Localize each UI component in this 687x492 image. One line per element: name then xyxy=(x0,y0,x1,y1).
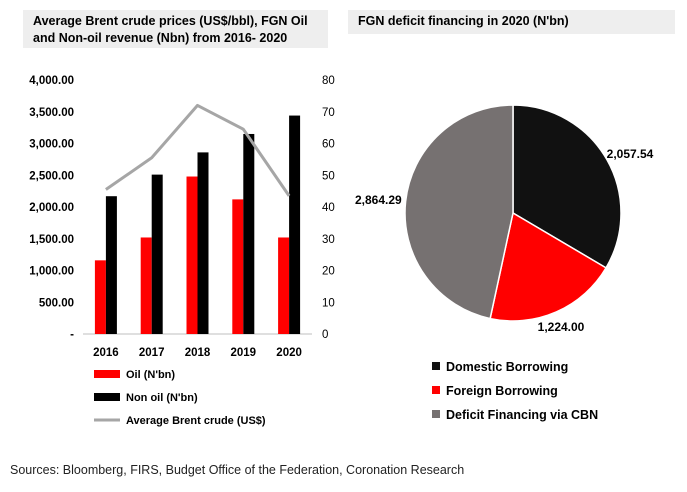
left-chart-title: Average Brent crude prices (US$/bbl), FG… xyxy=(23,10,328,48)
y-tick-label: 2,000.00 xyxy=(29,202,74,214)
pie-legend-label: Deficit Financing via CBN xyxy=(446,408,598,422)
bar-chart: - 500.00 1,000.00 1,500.00 2,000.00 2,500.00 3… xyxy=(29,75,335,427)
pie-legend-label: Foreign Borrowing xyxy=(446,384,558,398)
y-tick-label: 4,000.00 xyxy=(29,75,74,87)
right-chart-title: FGN deficit financing in 2020 (N'bn) xyxy=(348,10,675,34)
y2-tick-label: 80 xyxy=(322,75,335,87)
y-tick-label: 3,000.00 xyxy=(29,139,74,151)
y-tick-label: 1,500.00 xyxy=(29,234,74,246)
pie-value-label: 1,224.00 xyxy=(538,320,585,334)
x-tick-label: 2020 xyxy=(276,347,302,359)
bar-oil xyxy=(186,176,198,334)
y-tick-label: 500.00 xyxy=(39,297,74,309)
y2-tick-label: 0 xyxy=(322,329,328,341)
y-tick-label: - xyxy=(70,329,74,341)
bar-non-oil xyxy=(105,196,117,334)
y-tick-label: 1,000.00 xyxy=(29,266,74,278)
pie-legend-label: Domestic Borrowing xyxy=(446,360,568,374)
pie-legend-swatch xyxy=(432,386,440,394)
y2-tick-label: 40 xyxy=(322,202,335,214)
bar-non-oil xyxy=(197,152,209,334)
legend-swatch xyxy=(94,370,120,378)
y2-tick-label: 30 xyxy=(322,234,335,246)
pie-chart: 2,057.54 1,224.00 2,864.29 Domestic Borrowi… xyxy=(355,104,654,422)
pie-value-label: 2,864.29 xyxy=(355,193,402,207)
x-tick-label: 2016 xyxy=(93,347,119,359)
pie-legend-swatch xyxy=(432,362,440,370)
pie-slice xyxy=(512,104,622,269)
bar-non-oil xyxy=(289,115,301,334)
bar-non-oil xyxy=(151,174,163,334)
y2-tick-label: 50 xyxy=(322,170,335,182)
x-tick-label: 2019 xyxy=(231,347,257,359)
x-tick-label: 2017 xyxy=(139,347,165,359)
pie-slice xyxy=(489,211,608,322)
y-tick-label: 2,500.00 xyxy=(29,170,74,182)
y2-tick-label: 10 xyxy=(322,297,335,309)
y-tick-label: 3,500.00 xyxy=(29,107,74,119)
y2-tick-label: 70 xyxy=(322,107,335,119)
line-brent xyxy=(105,103,291,197)
legend-label: Average Brent crude (US$) xyxy=(126,415,266,427)
y2-tick-label: 20 xyxy=(322,266,335,278)
source-note: Sources: Bloomberg, FIRS, Budget Office … xyxy=(10,463,465,477)
bar-oil xyxy=(140,237,152,334)
legend-swatch xyxy=(94,393,120,401)
pie-slice xyxy=(404,104,514,320)
bar-oil xyxy=(232,199,244,334)
legend-label: Non oil (N'bn) xyxy=(126,392,198,404)
pie-legend-swatch xyxy=(432,410,440,418)
y2-tick-label: 60 xyxy=(322,139,335,151)
legend-label: Oil (N'bn) xyxy=(126,369,175,381)
charts-canvas: - 500.00 1,000.00 1,500.00 2,000.00 2,500.00 3… xyxy=(29,75,654,427)
bar-oil xyxy=(94,260,106,334)
pie-value-label: 2,057.54 xyxy=(607,147,654,161)
x-tick-label: 2018 xyxy=(185,347,211,359)
bar-non-oil xyxy=(243,133,255,334)
bar-oil xyxy=(278,237,290,334)
